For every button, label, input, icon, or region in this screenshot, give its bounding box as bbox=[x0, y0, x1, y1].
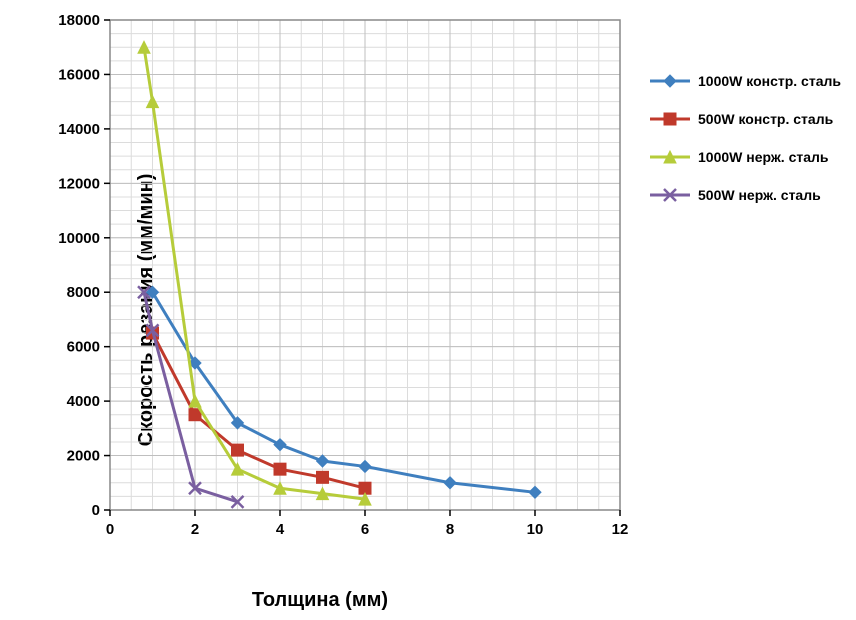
svg-text:12000: 12000 bbox=[58, 175, 100, 192]
svg-text:14000: 14000 bbox=[58, 121, 100, 138]
svg-text:6000: 6000 bbox=[67, 339, 100, 356]
legend-item-s1: 1000W констр. сталь bbox=[650, 70, 841, 92]
svg-text:8000: 8000 bbox=[67, 284, 100, 301]
legend-swatch-s3 bbox=[650, 148, 690, 166]
legend-item-s3: 1000W нерж. сталь bbox=[650, 146, 841, 168]
svg-text:4000: 4000 bbox=[67, 393, 100, 410]
legend-label: 500W нерж. сталь bbox=[698, 187, 821, 203]
svg-text:6: 6 bbox=[361, 521, 369, 538]
legend: 1000W констр. сталь 500W констр. сталь 1… bbox=[650, 70, 841, 222]
svg-text:2: 2 bbox=[191, 521, 199, 538]
legend-swatch-s1 bbox=[650, 72, 690, 90]
svg-text:0: 0 bbox=[92, 502, 100, 519]
legend-label: 1000W нерж. сталь bbox=[698, 149, 829, 165]
svg-text:8: 8 bbox=[446, 521, 454, 538]
legend-label: 1000W констр. сталь bbox=[698, 73, 841, 89]
svg-text:10: 10 bbox=[527, 521, 544, 538]
svg-text:12: 12 bbox=[612, 521, 629, 538]
legend-swatch-s2 bbox=[650, 110, 690, 128]
legend-item-s4: 500W нерж. сталь bbox=[650, 184, 841, 206]
chart-container: Скорость резания (мм/мин) Толщина (мм) 0… bbox=[0, 0, 856, 620]
svg-text:2000: 2000 bbox=[67, 448, 100, 465]
svg-text:18000: 18000 bbox=[58, 12, 100, 29]
legend-swatch-s4 bbox=[650, 186, 690, 204]
svg-text:16000: 16000 bbox=[58, 66, 100, 83]
x-axis-label: Толщина (мм) bbox=[0, 589, 640, 612]
legend-item-s2: 500W констр. сталь bbox=[650, 108, 841, 130]
svg-text:0: 0 bbox=[106, 521, 114, 538]
chart-svg: 0 2 4 6 8 10 12 0 2000 4000 6000 8000 10000 12000 1400… bbox=[0, 0, 640, 580]
svg-text:4: 4 bbox=[276, 521, 285, 538]
legend-label: 500W констр. сталь bbox=[698, 111, 833, 127]
svg-text:10000: 10000 bbox=[58, 230, 100, 247]
